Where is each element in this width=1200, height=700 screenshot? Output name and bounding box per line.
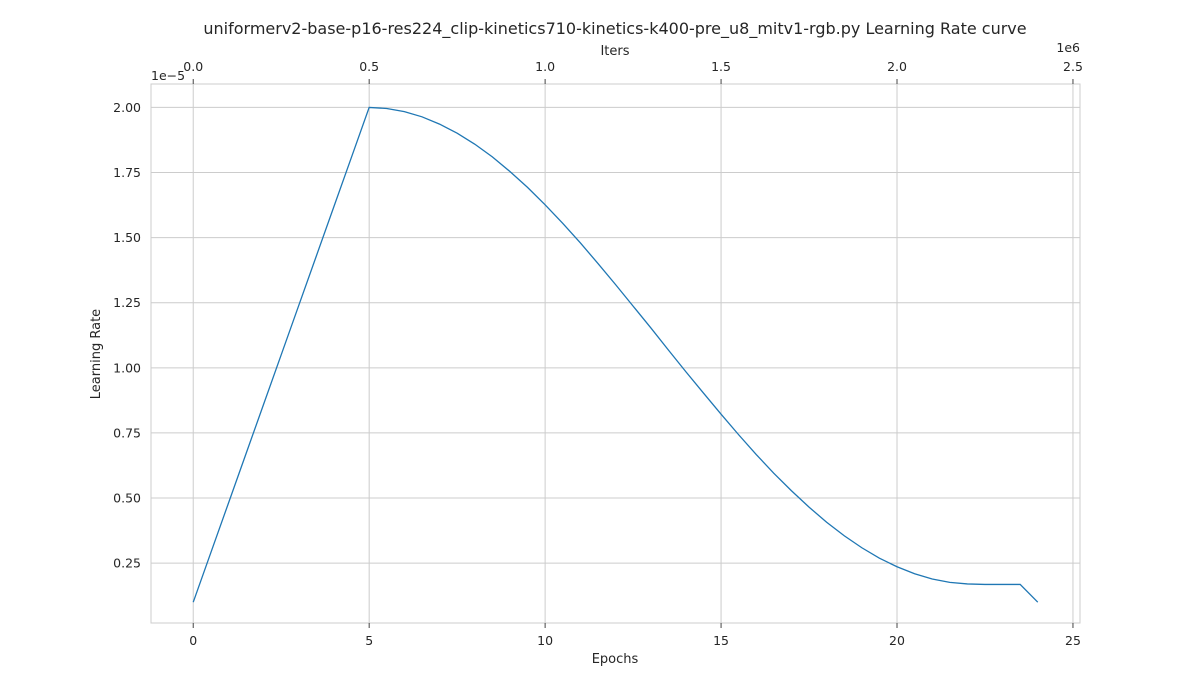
- y-tick-label: 1.00: [113, 360, 141, 375]
- y-tick-label: 1.25: [113, 295, 141, 310]
- y-tick-label: 0.75: [113, 425, 141, 440]
- chart-title: uniformerv2-base-p16-res224_clip-kinetic…: [203, 19, 1026, 39]
- y-tick-label: 1.75: [113, 165, 141, 180]
- x-tick-label: 15: [713, 633, 729, 648]
- top-x-tick-label: 2.0: [887, 59, 907, 74]
- x-axis-label: Epochs: [592, 652, 639, 667]
- top-x-tick-label: 1.0: [535, 59, 555, 74]
- y-tick-label: 1.50: [113, 230, 141, 245]
- top-x-tick-label: 0.0: [183, 59, 203, 74]
- y-tick-label: 0.50: [113, 491, 141, 506]
- x-tick-label: 20: [889, 633, 905, 648]
- x-tick-label: 0: [189, 633, 197, 648]
- x-tick-label: 25: [1065, 633, 1081, 648]
- y-tick-label: 0.25: [113, 556, 141, 571]
- grid-layer: [151, 84, 1080, 623]
- y-offset-label: 1e−5: [151, 68, 185, 83]
- top-x-offset-label: 1e6: [1056, 40, 1080, 55]
- y-tick-label: 2.00: [113, 100, 141, 115]
- x-tick-label: 5: [365, 633, 373, 648]
- series-line: [192, 106, 1039, 603]
- top-x-tick-label: 2.5: [1063, 59, 1083, 74]
- x-tick-label: 10: [537, 633, 553, 648]
- top-x-tick-label: 0.5: [359, 59, 379, 74]
- top-x-tick-label: 1.5: [711, 59, 731, 74]
- tick-layer: 0 5 10 15 20 25 0.0 0.5 1.0 1.5 2.0 2.5 0.25 0.50 0.75…: [113, 59, 1083, 648]
- y-axis-label: Learning Rate: [89, 309, 104, 399]
- plot-frame: [150, 83, 1081, 624]
- top-x-axis-label: Iters: [600, 44, 629, 59]
